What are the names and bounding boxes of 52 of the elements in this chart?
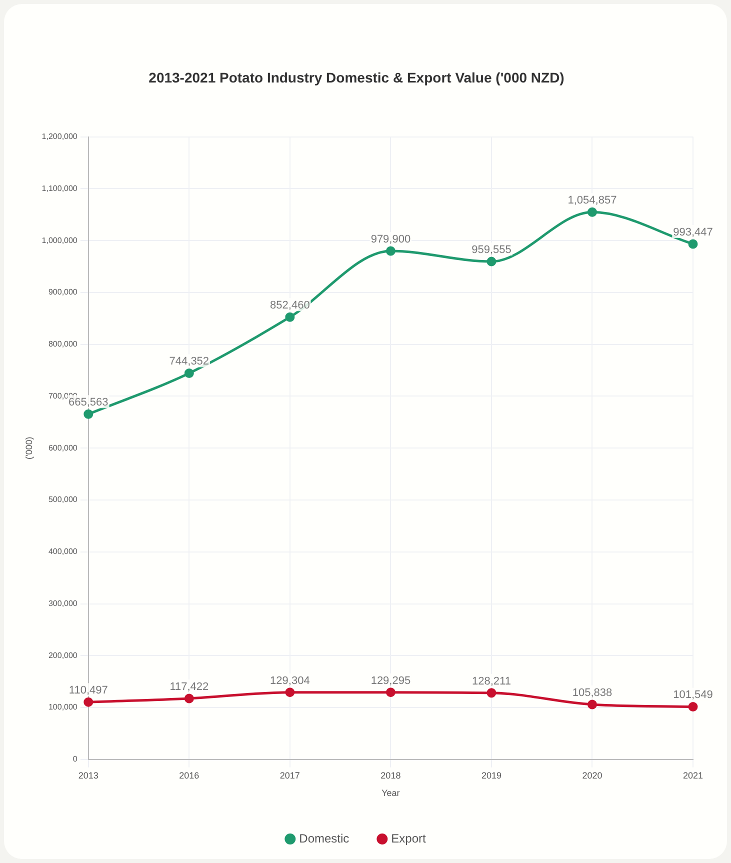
data-label: 744,352 — [169, 356, 210, 368]
data-label: 979,900 — [370, 234, 411, 246]
x-tick-label: 2017 — [280, 770, 300, 780]
data-label: 129,304 — [270, 674, 310, 687]
point — [688, 239, 698, 249]
x-axis-title: Year — [382, 788, 400, 798]
y-tick-label: 200,000 — [48, 650, 78, 660]
point — [285, 312, 295, 322]
legend-label: Domestic — [299, 831, 350, 846]
y-tick-label: 500,000 — [48, 495, 78, 504]
legend-label: Export — [391, 831, 427, 846]
x-tick-label: 2021 — [682, 770, 704, 780]
point — [587, 700, 597, 710]
point — [184, 694, 194, 704]
point — [486, 688, 496, 698]
data-label: 117,422 — [170, 681, 209, 694]
point — [184, 368, 194, 378]
y-tick-label: 100,000 — [48, 702, 78, 712]
data-label: 105,838 — [572, 687, 612, 700]
y-tick-label: 1,100,000 — [42, 184, 78, 193]
y-tick-label: 0 — [72, 754, 78, 764]
y-tick-label: 600,000 — [48, 443, 78, 452]
data-label: 101,549 — [673, 689, 713, 702]
point — [386, 246, 396, 256]
point — [688, 702, 698, 712]
point — [84, 697, 94, 707]
x-tick-label: 2013 — [78, 770, 98, 780]
data-label: 852,460 — [270, 300, 310, 312]
point — [587, 207, 597, 217]
y-tick-label: 300,000 — [48, 598, 78, 608]
data-label: 959,555 — [472, 244, 512, 256]
y-tick-label: 1,000,000 — [42, 236, 78, 245]
chart-title: 2013-2021 Potato Industry Domestic & Export Value ('000 NZD) — [148, 69, 564, 86]
data-label: 110,497 — [68, 684, 108, 697]
data-label: 1,054,857 — [568, 194, 617, 207]
data-label: 128,211 — [472, 675, 511, 688]
point — [386, 688, 396, 698]
point — [486, 256, 496, 266]
x-tick-label: 2016 — [179, 770, 200, 780]
y-tick-label: 1,200,000 — [42, 132, 78, 142]
point — [285, 688, 295, 698]
y-tick-label: 400,000 — [48, 547, 78, 556]
y-tick-label: 900,000 — [48, 288, 78, 297]
x-tick-label: 2019 — [481, 770, 502, 780]
data-label: 993,447 — [673, 226, 713, 238]
data-label: 129,295 — [370, 674, 411, 687]
x-tick-label: 2018 — [380, 770, 401, 780]
y-axis-title: ('000) — [24, 436, 34, 460]
x-tick-label: 2020 — [582, 770, 602, 780]
y-tick-label: 800,000 — [48, 340, 78, 349]
point — [84, 409, 94, 419]
data-label: 665,563 — [68, 396, 108, 409]
